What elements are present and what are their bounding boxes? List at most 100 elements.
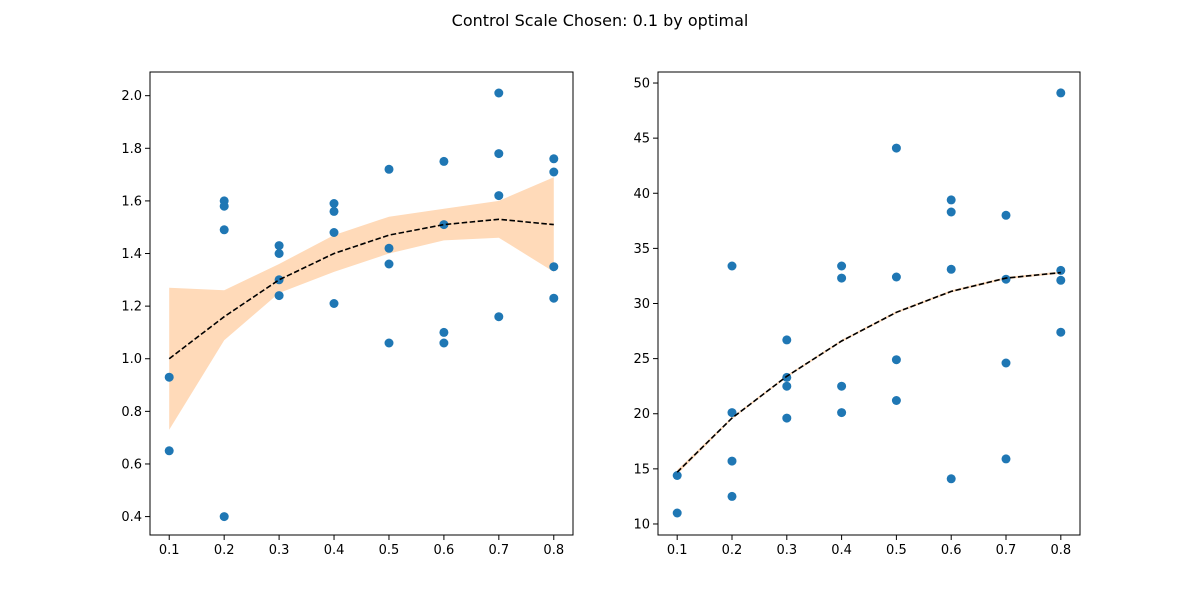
right-data-point — [891, 143, 901, 153]
left-y-tick-label: 0.6 — [121, 457, 142, 472]
right-y-tick-label: 35 — [633, 242, 650, 257]
left-confidence-band — [169, 177, 554, 430]
right-data-point — [1001, 454, 1011, 464]
left-y-tick-label: 0.8 — [121, 405, 142, 420]
right-data-point — [891, 272, 901, 282]
right-y-tick-label: 50 — [633, 77, 650, 92]
left-data-point — [384, 259, 394, 269]
right-x-tick-label: 0.8 — [1050, 543, 1071, 558]
left-data-point — [219, 201, 229, 211]
right-y-tick-label: 25 — [633, 352, 650, 367]
left-data-point — [274, 241, 284, 251]
right-data-point — [727, 491, 737, 501]
left-data-point — [549, 293, 559, 303]
right-data-point — [946, 474, 956, 484]
left-data-point — [494, 149, 504, 159]
left-x-tick-label: 0.2 — [214, 543, 235, 558]
right-data-point — [1056, 275, 1066, 285]
right-y-tick-label: 40 — [633, 187, 650, 202]
right-data-point — [946, 264, 956, 274]
left-x-tick-label: 0.5 — [379, 543, 400, 558]
right-data-point — [782, 372, 792, 382]
right-data-point — [946, 195, 956, 205]
right-data-point — [1001, 210, 1011, 220]
left-data-point — [494, 312, 504, 322]
left-data-point — [329, 299, 339, 308]
left-y-tick-label: 0.4 — [121, 510, 142, 525]
left-data-point — [219, 512, 229, 522]
right-y-tick-label: 30 — [633, 297, 650, 312]
left-axes-frame — [149, 71, 574, 536]
left-data-point — [549, 262, 559, 272]
right-axes-frame — [657, 71, 1081, 536]
left-data-point — [549, 167, 559, 177]
left-fit-line — [168, 218, 554, 360]
right-data-point — [1056, 265, 1066, 275]
left-data-point — [439, 156, 449, 166]
figure-title: Control Scale Chosen: 0.1 by optimal — [452, 11, 749, 30]
right-data-point — [1001, 274, 1011, 284]
right-data-point — [727, 456, 737, 466]
right-data-point — [782, 335, 792, 345]
right-data-point — [891, 396, 901, 405]
left-x-tick-label: 0.3 — [269, 543, 290, 558]
right-x-tick-label: 0.5 — [886, 543, 907, 558]
left-data-point — [164, 446, 174, 456]
left-data-point — [384, 338, 394, 348]
left-x-tick-label: 0.7 — [488, 543, 509, 558]
left-data-point — [439, 220, 449, 230]
right-data-point — [782, 381, 792, 391]
left-y-tick-label: 1.6 — [121, 194, 142, 209]
right-x-tick-label: 0.7 — [996, 543, 1017, 558]
left-data-point — [384, 243, 394, 253]
left-data-point — [439, 338, 449, 348]
left-data-point — [274, 275, 284, 285]
left-data-point — [329, 206, 339, 216]
left-data-point — [384, 164, 394, 174]
right-y-tick-label: 45 — [633, 132, 650, 147]
right-data-point — [672, 471, 682, 480]
right-data-point — [672, 508, 682, 518]
right-data-point — [727, 261, 737, 271]
left-data-point — [329, 228, 339, 237]
left-data-point — [549, 154, 559, 164]
right-scatter-plot: 0.1 0.2 0.3 0.4 0.5 0.6 0.7 0.8 10 15 20 25 30 35 40 45… — [633, 71, 1081, 558]
left-data-point — [219, 225, 229, 235]
right-data-point — [837, 273, 847, 283]
right-data-point — [837, 408, 847, 418]
left-y-tick-label: 1.0 — [121, 352, 142, 367]
left-data-point — [494, 191, 504, 201]
right-data-point — [1001, 358, 1011, 368]
left-data-point — [494, 88, 504, 98]
right-data-point — [891, 355, 901, 365]
left-y-tick-label: 1.2 — [121, 300, 142, 315]
left-data-point — [164, 372, 174, 382]
left-x-tick-label: 0.1 — [159, 543, 180, 558]
right-x-tick-label: 0.6 — [941, 543, 962, 558]
left-x-tick-label: 0.6 — [434, 543, 455, 558]
right-x-tick-label: 0.3 — [776, 543, 797, 558]
right-y-tick-label: 20 — [633, 407, 650, 422]
right-x-tick-label: 0.4 — [831, 543, 852, 558]
right-x-tick-label: 0.2 — [722, 543, 743, 558]
left-data-point — [274, 291, 284, 301]
left-y-tick-label: 1.8 — [121, 142, 142, 157]
left-scatter-plot: 0.1 0.2 0.3 0.4 0.5 0.6 0.7 0.8 0.4 0.6 0.8 1.0 1.2 1… — [121, 71, 574, 558]
left-data-point — [439, 327, 449, 337]
right-data-point — [727, 408, 737, 418]
right-y-tick-label: 10 — [633, 517, 650, 532]
left-x-tick-label: 0.8 — [543, 543, 564, 558]
right-fit-line — [676, 271, 1061, 473]
right-data-point — [837, 381, 847, 391]
right-confidence-band — [677, 271, 1061, 475]
left-y-tick-label: 2.0 — [121, 89, 142, 104]
right-y-tick-label: 15 — [633, 462, 650, 477]
right-data-point — [782, 413, 792, 423]
left-data-point — [329, 199, 339, 208]
right-x-tick-label: 0.1 — [667, 543, 688, 558]
left-y-tick-label: 1.4 — [121, 247, 142, 262]
left-x-tick-label: 0.4 — [324, 543, 345, 558]
right-data-point — [946, 207, 956, 217]
left-data-point — [274, 249, 284, 258]
